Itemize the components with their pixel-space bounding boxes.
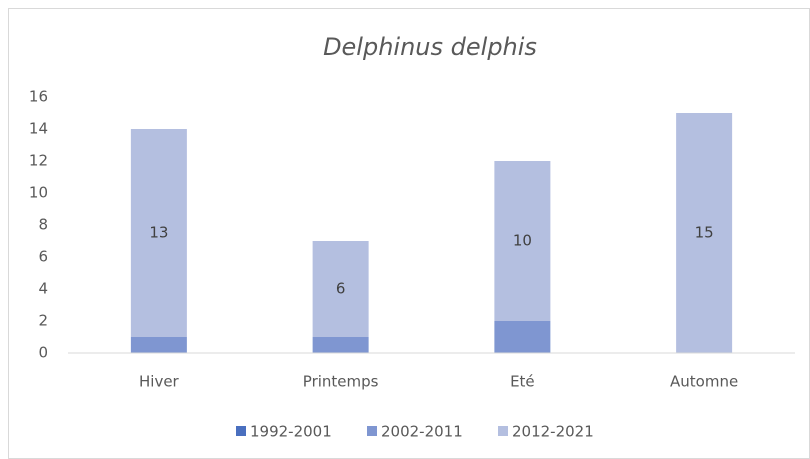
legend-swatch — [367, 426, 377, 436]
bar-segment — [130, 129, 187, 337]
data-label: 10 — [513, 232, 532, 250]
legend-swatch — [236, 426, 246, 436]
data-label: 6 — [336, 280, 346, 298]
bar-segment — [676, 113, 733, 353]
x-tick-label: Eté — [510, 373, 535, 391]
y-tick-label: 16 — [29, 88, 48, 106]
data-label: 15 — [695, 224, 714, 242]
y-tick-label: 8 — [38, 216, 48, 234]
y-tick-label: 12 — [29, 152, 48, 170]
y-tick-label: 14 — [29, 120, 48, 138]
y-tick-label: 6 — [38, 248, 48, 266]
legend-swatch — [498, 426, 508, 436]
x-tick-label: Printemps — [303, 373, 379, 391]
legend-label: 1992-2001 — [250, 423, 332, 441]
y-tick-label: 10 — [29, 184, 48, 202]
bar-segment — [312, 337, 369, 353]
x-tick-label: Hiver — [139, 373, 180, 391]
data-label: 13 — [149, 224, 168, 242]
legend-label: 2002-2011 — [381, 423, 463, 441]
bar-segment — [312, 241, 369, 337]
y-tick-label: 0 — [38, 344, 48, 362]
x-tick-label: Automne — [670, 373, 738, 391]
bar-segment — [494, 161, 551, 321]
chart-title: Delphinus delphis — [323, 33, 537, 61]
bar-segment — [494, 321, 551, 353]
y-tick-label: 2 — [38, 312, 48, 330]
bar-segment — [130, 337, 187, 353]
y-tick-label: 4 — [38, 280, 48, 298]
legend-label: 2012-2021 — [512, 423, 594, 441]
